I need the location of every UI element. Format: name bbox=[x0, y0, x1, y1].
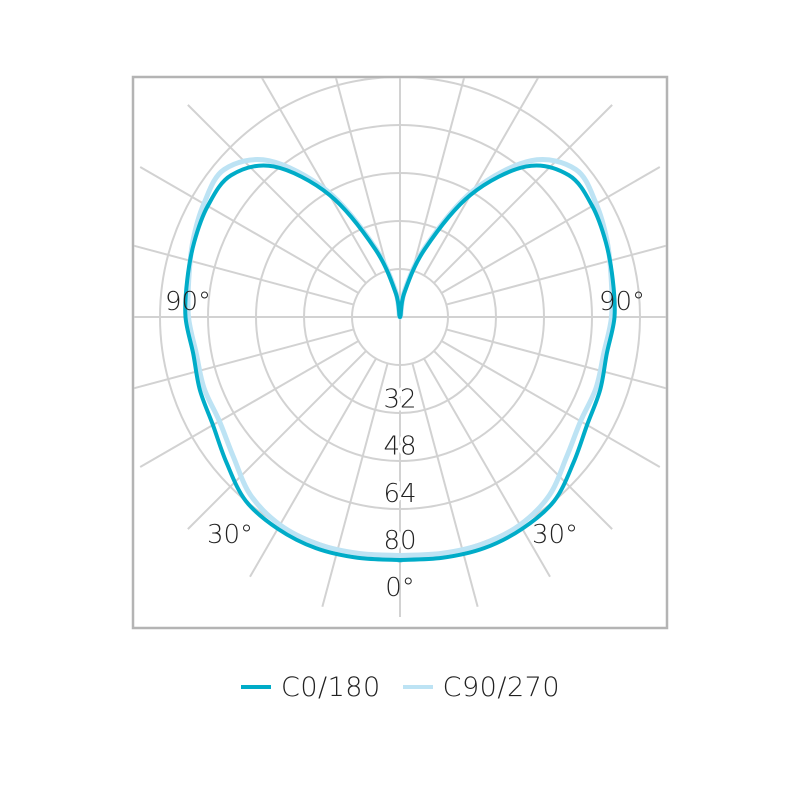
grid-spoke bbox=[187, 350, 367, 530]
grid-spoke bbox=[334, 78, 389, 271]
angle-label-left-90: 90° bbox=[165, 287, 211, 317]
grid-spoke bbox=[134, 328, 354, 390]
grid-spoke bbox=[433, 104, 613, 284]
legend-item-c0-180: C0/180 bbox=[240, 671, 381, 703]
grid-spoke bbox=[423, 78, 540, 276]
grid-spoke bbox=[423, 358, 551, 578]
grid-spoke bbox=[411, 78, 466, 271]
angle-label-right-90: 90° bbox=[599, 287, 645, 317]
angle-label-left-30: 30° bbox=[207, 520, 253, 550]
legend-item-c90-270: C90/270 bbox=[402, 671, 560, 703]
angle-label-0: 0° bbox=[385, 573, 415, 603]
grid-spoke bbox=[260, 78, 377, 276]
grid-spoke bbox=[321, 363, 389, 608]
grid-spoke bbox=[249, 358, 377, 578]
grid-spoke bbox=[446, 328, 666, 390]
grid-ring bbox=[255, 172, 545, 462]
polar-grid bbox=[134, 78, 666, 617]
radial-tick-label: 80 bbox=[383, 526, 416, 556]
legend: C0/180 C90/270 bbox=[0, 662, 801, 712]
grid-ring bbox=[351, 268, 449, 366]
radial-tick-label: 64 bbox=[383, 479, 416, 509]
labels: 90° 90° 30° 30° 0° 32 48 64 80 bbox=[165, 287, 645, 603]
angle-label-right-30: 30° bbox=[532, 520, 578, 550]
grid-spoke bbox=[139, 340, 359, 468]
grid-spoke bbox=[134, 244, 354, 306]
grid-spoke bbox=[139, 166, 359, 294]
grid-ring bbox=[303, 220, 497, 414]
legend-label: C90/270 bbox=[442, 671, 560, 703]
grid-spoke bbox=[187, 104, 367, 284]
series-line-c0-180 bbox=[183, 163, 617, 563]
grid-spoke bbox=[446, 244, 666, 306]
grid-ring bbox=[207, 124, 593, 510]
legend-label: C0/180 bbox=[280, 671, 381, 703]
legend-swatch-c90-270 bbox=[402, 685, 433, 689]
grid-spoke bbox=[433, 350, 613, 530]
grid-spoke bbox=[411, 363, 479, 608]
grid-spoke bbox=[441, 340, 661, 468]
legend-swatch-c0-180 bbox=[240, 685, 271, 689]
curves bbox=[183, 157, 617, 563]
radial-tick-label: 32 bbox=[383, 384, 416, 414]
radial-tick-label: 48 bbox=[383, 432, 416, 462]
grid-spoke bbox=[441, 166, 661, 294]
